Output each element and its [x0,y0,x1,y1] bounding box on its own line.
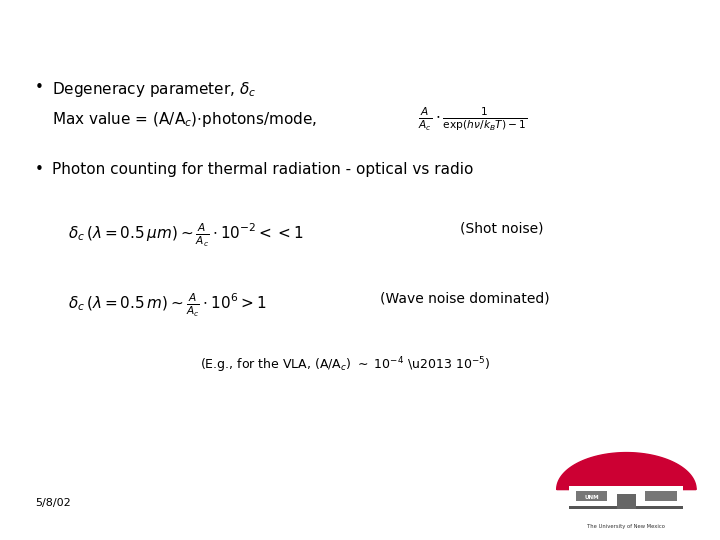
Text: (Shot noise): (Shot noise) [460,222,544,236]
Polygon shape [645,491,677,501]
Text: $\frac{A}{A_c} \cdot \frac{1}{\exp(h\nu/k_BT)-1}$: $\frac{A}{A_c} \cdot \frac{1}{\exp(h\nu/… [418,106,527,133]
Polygon shape [570,506,683,510]
Text: Photon counting for thermal radiation - optical vs radio: Photon counting for thermal radiation - … [52,162,473,177]
Text: 5/8/02: 5/8/02 [35,498,71,508]
Text: UNM: UNM [584,495,599,500]
Text: Max value = (A/A$_c$)$\cdot$photons/mode,: Max value = (A/A$_c$)$\cdot$photons/mode… [52,110,317,129]
Text: $\delta_c\,(\lambda = 0.5\,\mu m) \sim \frac{A}{A_c} \cdot 10^{-2} << 1$: $\delta_c\,(\lambda = 0.5\,\mu m) \sim \… [68,222,304,249]
Polygon shape [570,486,683,510]
Text: $\delta_c\,(\lambda = 0.5\,m) \sim \frac{A}{A_c} \cdot 10^{6} > 1$: $\delta_c\,(\lambda = 0.5\,m) \sim \frac… [68,292,266,320]
Text: •: • [35,162,44,177]
Text: The University of New Mexico: The University of New Mexico [588,524,665,529]
Text: (E.g., for the VLA, (A/A$_c$) $\sim$ 10$^{-4}$ \u2013 10$^{-5}$): (E.g., for the VLA, (A/A$_c$) $\sim$ 10$… [200,355,490,375]
Polygon shape [576,491,608,501]
Text: •: • [35,80,44,95]
Polygon shape [617,495,636,510]
Polygon shape [557,453,696,489]
Text: Degeneracy parameter, $\delta_c$: Degeneracy parameter, $\delta_c$ [52,80,256,99]
Text: (Wave noise dominated): (Wave noise dominated) [380,292,549,306]
